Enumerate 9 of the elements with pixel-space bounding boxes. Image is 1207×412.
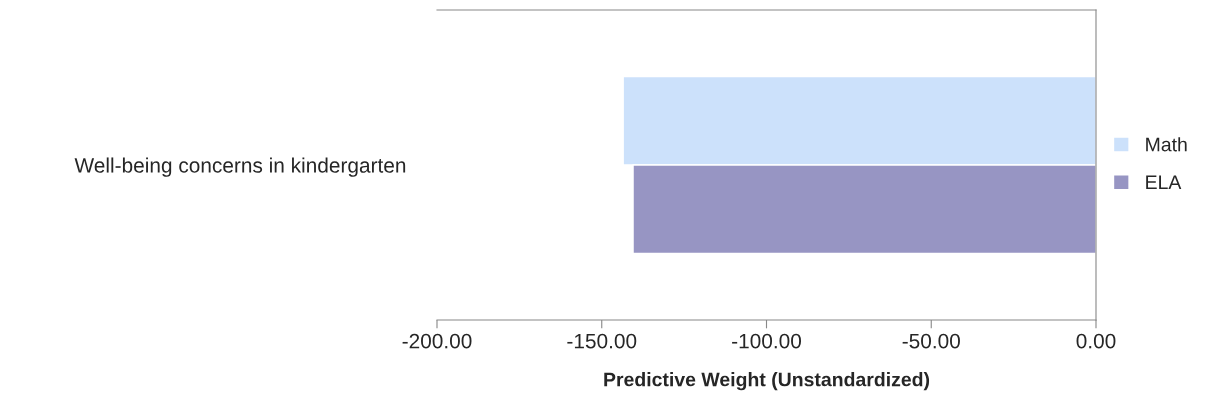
- x-tick-label: -100.00: [732, 333, 802, 349]
- y-tick-label: Well-being concerns in kindergarten: [74, 157, 406, 177]
- legend-label: Math: [1146, 137, 1187, 152]
- x-axis-title: Predictive Weight (Unstandardized): [604, 372, 930, 391]
- x-tick-label: -50.00: [902, 333, 960, 349]
- x-tick-label: -150.00: [567, 333, 637, 349]
- x-tick-label: 0.00: [1076, 333, 1116, 349]
- legend-label: ELA: [1146, 175, 1182, 189]
- x-tick-label: -200.00: [402, 333, 472, 349]
